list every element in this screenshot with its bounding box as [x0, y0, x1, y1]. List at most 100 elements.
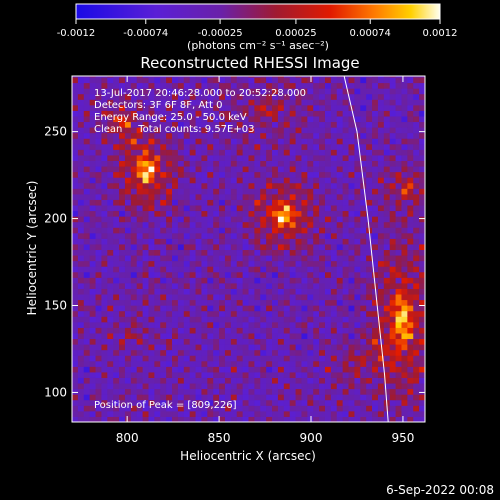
heatmap-cell — [372, 416, 379, 422]
heatmap-cell — [295, 160, 302, 167]
heatmap-cell — [266, 344, 273, 351]
heatmap-cell — [248, 188, 255, 195]
heatmap-cell — [336, 177, 344, 184]
heatmap-cell — [219, 355, 226, 362]
heatmap-cell — [154, 266, 161, 273]
heatmap-cell — [266, 377, 273, 384]
heatmap-cell — [224, 199, 232, 206]
heatmap-cell — [372, 344, 379, 351]
heatmap-cell — [360, 299, 367, 306]
heatmap-cell — [201, 332, 208, 340]
heatmap-cell — [324, 177, 332, 184]
heatmap-cell — [272, 388, 279, 395]
heatmap-cell — [395, 405, 402, 412]
heatmap-cell — [230, 115, 238, 123]
heatmap-cell — [307, 377, 314, 384]
heatmap-cell — [266, 255, 273, 262]
heatmap-cell — [113, 338, 120, 345]
heatmap-cell — [372, 388, 379, 395]
heatmap-cell — [272, 88, 279, 95]
heatmap-cell — [254, 338, 261, 345]
heatmap-cell — [130, 310, 138, 317]
heatmap-cell — [289, 177, 297, 184]
heatmap-cell — [148, 410, 155, 417]
heatmap-cell — [113, 316, 120, 323]
heatmap-cell — [342, 99, 350, 106]
heatmap-cell — [354, 316, 361, 323]
heatmap-cell — [266, 188, 273, 195]
heatmap-cell — [283, 277, 291, 284]
heatmap-cell — [154, 349, 161, 356]
heatmap-cell — [219, 115, 226, 123]
heatmap-cell — [377, 149, 385, 156]
heatmap-cell — [283, 299, 291, 306]
heatmap-cell — [395, 338, 402, 345]
heatmap-cell — [160, 132, 167, 139]
heatmap-cell — [377, 166, 385, 173]
heatmap-cell — [230, 160, 238, 167]
heatmap-cell — [260, 410, 267, 417]
heatmap-cell — [289, 160, 297, 167]
heatmap-cell — [330, 344, 338, 351]
heatmap-cell — [407, 177, 414, 184]
heatmap-cell — [372, 166, 379, 173]
heatmap-cell — [95, 76, 102, 78]
heatmap-cell — [201, 88, 208, 95]
heatmap-cell — [95, 77, 102, 84]
heatmap-cell — [272, 249, 279, 256]
heatmap-cell — [342, 288, 350, 295]
heatmap-cell — [389, 82, 397, 89]
heatmap-cell — [307, 249, 314, 256]
heatmap-cell — [166, 338, 173, 345]
heatmap-cell — [113, 360, 120, 367]
heatmap-cell — [330, 177, 338, 184]
heatmap-cell — [313, 416, 320, 422]
heatmap-cell — [313, 93, 320, 100]
heatmap-cell — [136, 121, 144, 128]
heatmap-cell — [266, 143, 273, 150]
heatmap-cell — [319, 416, 326, 422]
heatmap-cell — [230, 199, 238, 206]
heatmap-cell — [260, 188, 267, 195]
heatmap-cell — [213, 260, 220, 267]
heatmap-cell — [366, 316, 373, 323]
heatmap-cell — [289, 182, 297, 189]
heatmap-cell — [101, 99, 108, 106]
heatmap-cell — [354, 76, 361, 78]
heatmap-cell — [272, 132, 279, 139]
heatmap-cell — [319, 166, 326, 173]
heatmap-cell — [107, 332, 114, 340]
heatmap-cell — [336, 238, 344, 245]
heatmap-cell — [377, 332, 385, 340]
heatmap-cell — [401, 160, 408, 167]
heatmap-cell — [224, 360, 232, 367]
heatmap-cell — [230, 282, 238, 289]
heatmap-cell — [201, 238, 208, 245]
heatmap-cell — [195, 260, 202, 267]
heatmap-cell — [207, 338, 214, 345]
heatmap-cell — [242, 277, 249, 284]
heatmap-cell — [324, 327, 332, 334]
heatmap-cell — [72, 394, 79, 401]
heatmap-cell — [260, 282, 267, 289]
heatmap-cell — [354, 99, 361, 106]
heatmap-cell — [266, 410, 273, 417]
heatmap-cell — [154, 332, 161, 340]
heatmap-cell — [389, 138, 397, 145]
heatmap-cell — [177, 355, 185, 362]
heatmap-cell — [195, 93, 202, 100]
heatmap-cell — [254, 299, 261, 306]
heatmap-cell — [389, 377, 397, 384]
heatmap-cell — [401, 166, 408, 173]
heatmap-cell — [360, 160, 367, 167]
heatmap-cell — [324, 394, 332, 401]
heatmap-cell — [283, 316, 291, 323]
heatmap-cell — [89, 282, 97, 289]
heatmap-cell — [266, 277, 273, 284]
heatmap-cell — [172, 394, 179, 401]
heatmap-cell — [213, 193, 220, 200]
heatmap-cell — [272, 193, 279, 200]
heatmap-cell — [319, 143, 326, 150]
heatmap-cell — [130, 255, 138, 262]
heatmap-cell — [219, 88, 226, 95]
